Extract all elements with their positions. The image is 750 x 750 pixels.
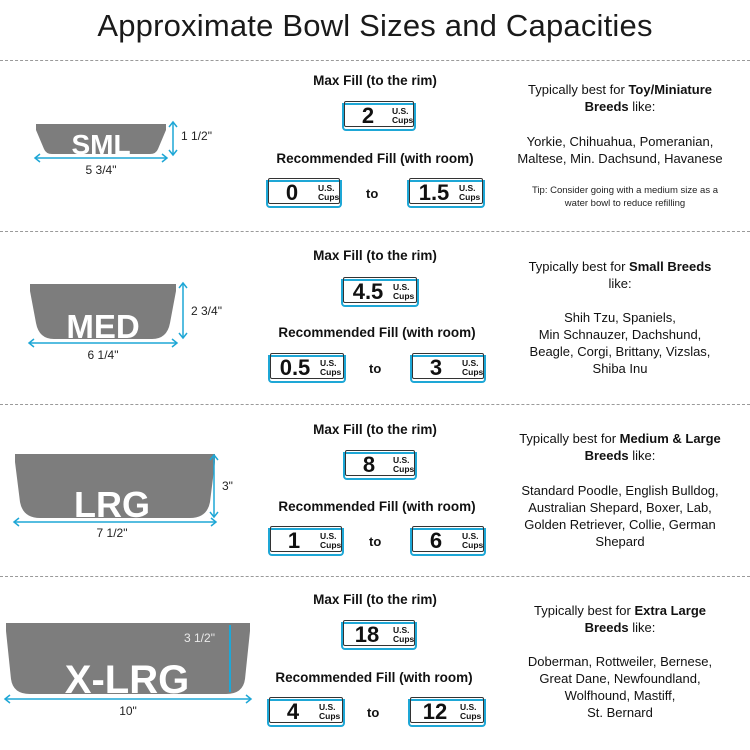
max-fill-heading: Max Fill (to the rim) <box>313 592 437 607</box>
size-section-med: MED 2 3/4" 6 1/4" Max Fill (to the rim) … <box>0 231 750 404</box>
rec-min-value: 0.5 <box>279 355 311 380</box>
bowl-lrg-shape <box>15 454 215 518</box>
size-section-lrg: LRG 3" 7 1/2" Max Fill (to the rim) 8 U.… <box>0 404 750 576</box>
to-label: to <box>367 705 380 720</box>
max-fill-value: 8 <box>362 452 376 477</box>
recommended-fill-heading: Recommended Fill (with room) <box>275 670 473 685</box>
bowl-sml-height: 1 1/2" <box>181 129 212 143</box>
bowl-med-shape <box>30 284 176 339</box>
rec-max-box: 6 U.S. Cups <box>410 526 486 556</box>
divider <box>0 404 750 405</box>
bowl-xlrg-shape <box>6 623 250 694</box>
breeds-list: Yorkie, Chihuahua, Pomeranian, Maltese, M… <box>517 134 723 166</box>
bowl-med-label: MED <box>66 308 139 345</box>
max-fill-heading: Max Fill (to the rim) <box>313 248 437 263</box>
recommended-fill-heading: Recommended Fill (with room) <box>278 499 476 514</box>
divider <box>0 231 750 232</box>
best-for-text: Typically best for Extra Large Breeds li… <box>534 603 706 635</box>
rec-min-value: 0 <box>285 180 299 205</box>
rec-max-box: 1.5 U.S. Cups <box>407 178 485 208</box>
unit-cups: Cups <box>392 115 414 125</box>
max-fill-heading: Max Fill (to the rim) <box>313 73 437 88</box>
bowl-med-height: 2 3/4" <box>191 304 222 318</box>
best-for-text: Typically best for Small Breeds like: <box>528 259 712 291</box>
bowl-lrg-width: 7 1/2" <box>97 526 128 540</box>
max-fill-box: 18 U.S. Cups <box>341 620 417 650</box>
breeds-list: Standard Poodle, English Bulldog, Austral… <box>521 483 719 549</box>
recommended-fill-heading: Recommended Fill (with room) <box>278 325 476 340</box>
recommended-fill-heading: Recommended Fill (with room) <box>276 151 474 166</box>
max-fill-value: 18 <box>354 622 380 647</box>
rec-min-box: 1 U.S. Cups <box>268 526 344 556</box>
max-fill-box: 4.5 U.S. Cups <box>341 277 419 307</box>
bowl-sml-width: 5 3/4" <box>86 163 117 177</box>
rec-min-box: 0.5 U.S. Cups <box>268 353 346 383</box>
to-label: to <box>369 534 382 549</box>
bowl-med-width: 6 1/4" <box>88 348 119 362</box>
max-fill-value: 4.5 <box>352 279 384 304</box>
tip-text: Tip: Consider going with a medium size a… <box>531 185 719 209</box>
rec-min-value: 1 <box>287 528 301 553</box>
unit-us: U.S. <box>392 106 409 116</box>
bowl-lrg-label: LRG <box>74 484 150 525</box>
max-fill-box: 8 U.S. Cups <box>343 450 417 480</box>
rec-min-value: 4 <box>286 699 300 724</box>
divider <box>0 60 750 61</box>
best-for-text: Typically best for Medium & Large Breeds… <box>519 431 721 463</box>
size-section-xlrg: X-LRG 3 1/2" 10" Max Fill (to the rim) 1… <box>0 576 750 750</box>
bowl-xlrg-width: 10" <box>119 704 137 718</box>
rec-max-value: 3 <box>429 355 443 380</box>
bowl-xlrg-height: 3 1/2" <box>184 631 215 645</box>
bowl-lrg-height: 3" <box>222 479 233 493</box>
max-fill-heading: Max Fill (to the rim) <box>313 422 437 437</box>
to-label: to <box>366 186 379 201</box>
bowl-sml-figure: SML 1 1/2" 5 3/4" <box>33 120 212 177</box>
rec-max-value: 1.5 <box>418 180 450 205</box>
breeds-list: Doberman, Rottweiler, Bernese, Great Dane… <box>527 654 713 720</box>
bowl-xlrg-figure: X-LRG 3 1/2" 10" <box>3 623 253 718</box>
bowl-sml-label: SML <box>71 129 130 160</box>
max-fill-box: 2 U.S. Cups <box>342 101 416 131</box>
rec-min-box: 4 U.S. Cups <box>267 697 345 727</box>
max-fill-value: 2 <box>361 103 375 128</box>
best-for-text: Typically best for Toy/Miniature Breeds … <box>528 82 712 114</box>
rec-min-box: 0 U.S. Cups <box>266 178 342 208</box>
rec-max-box: 12 U.S. Cups <box>408 697 486 727</box>
size-section-sml: SML 1 1/2" 5 3/4" Max Fill (to the rim) … <box>0 60 750 231</box>
bowl-med-figure: MED 2 3/4" 6 1/4" <box>27 281 222 362</box>
to-label: to <box>369 361 382 376</box>
divider <box>0 576 750 577</box>
page-title: Approximate Bowl Sizes and Capacities <box>97 8 653 43</box>
rec-max-value: 6 <box>429 528 443 553</box>
bowl-xlrg-label: X-LRG <box>65 658 189 702</box>
breeds-list: Shih Tzu, Spaniels, Min Schnauzer, Dachsh… <box>529 310 711 376</box>
rec-max-box: 3 U.S. Cups <box>410 353 486 383</box>
bowl-lrg-figure: LRG 3" 7 1/2" <box>12 453 233 540</box>
rec-max-value: 12 <box>422 699 448 724</box>
bowl-sml-shape <box>36 124 166 154</box>
